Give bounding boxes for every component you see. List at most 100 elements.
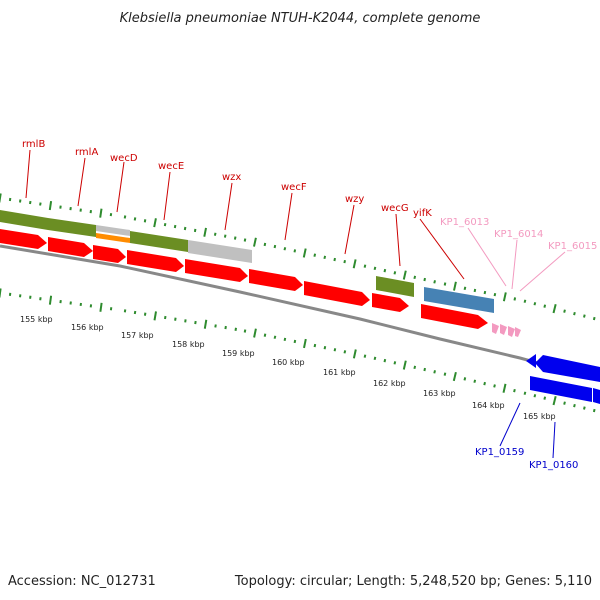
kbp-label: 158 kbp bbox=[172, 340, 205, 349]
minor-tick bbox=[473, 379, 477, 383]
genome-backbone bbox=[0, 244, 600, 382]
minor-tick bbox=[573, 403, 576, 408]
minor-tick bbox=[413, 365, 417, 370]
minor-tick bbox=[463, 286, 467, 291]
reverse-cds-arrow[interactable] bbox=[526, 354, 536, 368]
minor-tick bbox=[109, 213, 113, 217]
cds-arrow[interactable] bbox=[421, 304, 488, 329]
minor-tick bbox=[193, 228, 197, 233]
gene-label-rmlB[interactable]: rmlB bbox=[22, 139, 45, 150]
kbp-label: 159 kbp bbox=[222, 349, 255, 358]
cds-arrow-small[interactable] bbox=[515, 327, 521, 337]
minor-tick bbox=[323, 346, 327, 350]
major-tick bbox=[552, 304, 557, 314]
cds-arrow[interactable] bbox=[93, 245, 126, 263]
gene-label-wecF[interactable]: wecF bbox=[281, 182, 307, 193]
olive-feature-rmlB[interactable] bbox=[0, 210, 48, 230]
reverse-cds-arrow[interactable] bbox=[530, 376, 592, 402]
gene-label-wecG[interactable]: wecG bbox=[381, 203, 409, 214]
minor-tick bbox=[243, 238, 247, 242]
major-tick bbox=[48, 200, 53, 211]
minor-tick bbox=[213, 232, 217, 236]
minor-tick bbox=[423, 277, 426, 282]
major-tick bbox=[153, 218, 157, 228]
cds-arrow[interactable] bbox=[249, 269, 303, 291]
cds-arrow[interactable] bbox=[304, 281, 370, 306]
minor-tick bbox=[383, 268, 387, 273]
major-tick bbox=[352, 259, 357, 269]
cds-arrow[interactable] bbox=[0, 229, 47, 249]
major-tick bbox=[402, 360, 407, 370]
gene-label-wzx[interactable]: wzx bbox=[222, 172, 241, 183]
major-tick bbox=[99, 208, 103, 218]
minor-tick bbox=[373, 356, 377, 361]
cds-arrow-small[interactable] bbox=[500, 324, 507, 335]
minor-tick bbox=[583, 406, 586, 410]
gene-label-KP1_0160[interactable]: KP1_0160 bbox=[529, 460, 578, 471]
orange-feature-wecD[interactable] bbox=[96, 233, 130, 243]
minor-tick bbox=[143, 312, 147, 316]
minor-tick bbox=[29, 200, 32, 205]
minor-tick bbox=[583, 314, 586, 318]
minor-tick bbox=[513, 388, 516, 393]
minor-tick bbox=[174, 317, 177, 321]
major-tick bbox=[99, 302, 103, 312]
minor-tick bbox=[143, 219, 147, 223]
minor-tick bbox=[493, 384, 496, 388]
minor-tick bbox=[243, 329, 247, 333]
olive-feature-wecG[interactable] bbox=[376, 276, 414, 297]
gene-label-rmlA[interactable]: rmlA bbox=[75, 147, 98, 158]
gene-label-KP1_0159[interactable]: KP1_0159 bbox=[475, 447, 524, 458]
cds-arrow[interactable] bbox=[127, 250, 184, 272]
reverse-cds-arrow[interactable] bbox=[593, 388, 600, 404]
minor-tick bbox=[233, 236, 237, 240]
minor-tick bbox=[543, 304, 547, 308]
cds-arrow-small[interactable] bbox=[508, 326, 515, 337]
cds-arrow[interactable] bbox=[372, 293, 409, 312]
olive-feature-wecE[interactable] bbox=[130, 231, 188, 252]
minor-tick bbox=[224, 325, 227, 330]
minor-tick bbox=[523, 299, 527, 303]
gene-label-KP1_6015[interactable]: KP1_6015 bbox=[548, 241, 597, 252]
minor-tick bbox=[493, 292, 497, 297]
minor-tick bbox=[223, 234, 227, 238]
minor-tick bbox=[543, 396, 547, 400]
minor-tick bbox=[533, 302, 537, 306]
cds-arrow[interactable] bbox=[185, 259, 248, 282]
grey-feature-wzx[interactable] bbox=[188, 240, 252, 263]
minor-tick bbox=[263, 333, 267, 337]
major-tick bbox=[153, 311, 157, 321]
major-tick bbox=[552, 396, 557, 406]
cds-arrow-small[interactable] bbox=[492, 323, 499, 334]
gene-label-wzy[interactable]: wzy bbox=[345, 194, 364, 205]
major-tick bbox=[302, 248, 307, 258]
minor-tick bbox=[343, 350, 347, 354]
minor-tick bbox=[563, 309, 566, 313]
map-title: Klebsiella pneumoniae NTUH-K2044, comple… bbox=[120, 11, 481, 26]
gene-label-wecE[interactable]: wecE bbox=[158, 161, 184, 172]
minor-tick bbox=[473, 288, 477, 293]
gene-label-wecD[interactable]: wecD bbox=[110, 153, 138, 164]
grey-feature-1[interactable] bbox=[96, 225, 130, 236]
minor-tick bbox=[523, 391, 527, 395]
cds-arrow[interactable] bbox=[48, 237, 93, 257]
minor-tick bbox=[563, 401, 566, 405]
kbp-label: 162 kbp bbox=[373, 379, 406, 388]
steel-feature-yifK[interactable] bbox=[424, 287, 494, 313]
gene-label-KP1_6013[interactable]: KP1_6013 bbox=[440, 217, 489, 228]
minor-tick bbox=[123, 215, 127, 219]
olive-feature-rmlA[interactable] bbox=[48, 218, 96, 237]
gene-label-yifK[interactable]: yifK bbox=[413, 208, 432, 219]
reverse-cds-row bbox=[526, 354, 600, 404]
reverse-cds-arrow[interactable] bbox=[535, 355, 600, 382]
bottom-tick-ruler bbox=[0, 288, 596, 413]
minor-tick bbox=[433, 370, 436, 374]
minor-tick bbox=[533, 394, 537, 398]
minor-tick bbox=[313, 253, 317, 257]
gene-label-KP1_6014[interactable]: KP1_6014 bbox=[494, 229, 543, 240]
major-tick bbox=[48, 295, 53, 305]
minor-tick bbox=[39, 202, 42, 206]
minor-tick bbox=[363, 264, 367, 268]
major-tick bbox=[502, 383, 507, 393]
